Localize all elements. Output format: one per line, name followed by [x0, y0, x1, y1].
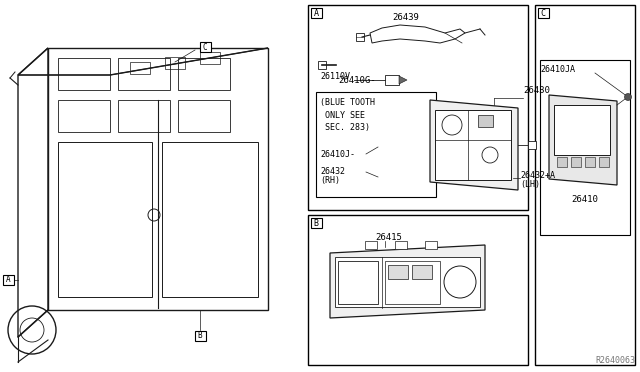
- Bar: [385, 75, 399, 85]
- Bar: [310, 8, 321, 18]
- Bar: [178, 100, 230, 132]
- Bar: [162, 142, 258, 297]
- Polygon shape: [399, 76, 407, 84]
- Bar: [535, 5, 635, 365]
- Polygon shape: [549, 95, 617, 185]
- Text: 26415: 26415: [375, 233, 402, 242]
- Bar: [200, 42, 211, 52]
- Text: 26432+A: 26432+A: [520, 170, 555, 180]
- Bar: [395, 241, 407, 249]
- Text: B: B: [314, 218, 319, 228]
- Bar: [58, 100, 110, 132]
- Bar: [3, 275, 13, 285]
- Text: 26410G-: 26410G-: [338, 76, 376, 84]
- Bar: [388, 265, 408, 279]
- Text: (LH): (LH): [520, 180, 540, 189]
- Circle shape: [625, 93, 632, 100]
- Bar: [571, 157, 581, 167]
- Bar: [538, 8, 548, 18]
- Bar: [308, 215, 528, 365]
- Bar: [365, 241, 377, 249]
- Text: 26110V: 26110V: [320, 72, 350, 81]
- Polygon shape: [330, 245, 485, 318]
- Polygon shape: [430, 100, 518, 190]
- Bar: [130, 62, 150, 74]
- Text: C: C: [203, 42, 207, 51]
- Bar: [557, 157, 567, 167]
- Bar: [435, 110, 511, 180]
- Bar: [554, 105, 610, 155]
- Bar: [195, 331, 205, 341]
- Bar: [528, 141, 536, 149]
- Text: A: A: [314, 9, 319, 17]
- Bar: [478, 115, 493, 127]
- Text: B: B: [198, 331, 202, 340]
- Bar: [308, 5, 528, 210]
- Bar: [412, 265, 432, 279]
- Bar: [58, 58, 110, 90]
- Bar: [200, 52, 220, 64]
- Bar: [118, 58, 170, 90]
- Text: C: C: [541, 9, 545, 17]
- Bar: [118, 100, 170, 132]
- Bar: [356, 33, 364, 41]
- Bar: [599, 157, 609, 167]
- Text: 26410JA: 26410JA: [540, 65, 575, 74]
- Text: 26432: 26432: [320, 167, 345, 176]
- Text: 26439: 26439: [392, 13, 419, 22]
- Bar: [585, 157, 595, 167]
- Bar: [316, 92, 436, 197]
- Bar: [338, 261, 378, 304]
- Text: 26410J-: 26410J-: [320, 150, 355, 158]
- Bar: [58, 142, 152, 297]
- Bar: [165, 57, 185, 69]
- Text: (BLUE TOOTH
 ONLY SEE
 SEC. 283): (BLUE TOOTH ONLY SEE SEC. 283): [320, 98, 375, 132]
- Bar: [540, 60, 630, 235]
- Bar: [318, 61, 326, 69]
- Text: A: A: [6, 276, 10, 285]
- Bar: [310, 218, 321, 228]
- Bar: [335, 257, 480, 307]
- Text: (RH): (RH): [320, 176, 340, 185]
- Bar: [178, 58, 230, 90]
- Text: 26410: 26410: [572, 195, 598, 204]
- Text: 26430: 26430: [523, 86, 550, 95]
- Bar: [385, 261, 440, 304]
- Bar: [425, 241, 437, 249]
- Text: R2640063: R2640063: [595, 356, 635, 365]
